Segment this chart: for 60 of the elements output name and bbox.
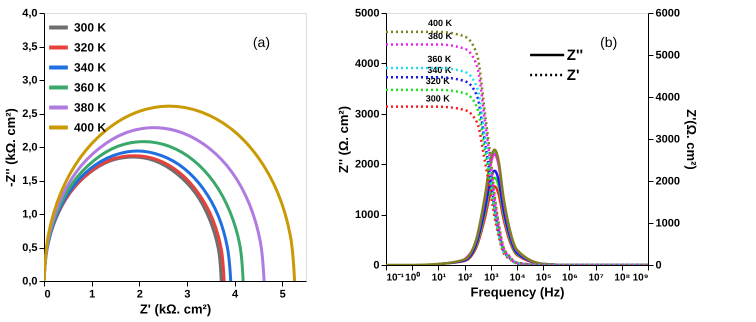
annotation: 300 K: [426, 94, 450, 104]
annotation: 360 K: [427, 54, 452, 64]
y-tick-label: 3,5: [22, 41, 38, 53]
x-tick-label: 10²: [458, 272, 473, 284]
y-tick-label: 1,0: [22, 208, 38, 220]
x-tick-label: 10⁰: [405, 272, 420, 284]
legend-label: 320 K: [74, 40, 106, 54]
x-tick-label: 1: [89, 288, 96, 300]
annotation: (a): [252, 34, 270, 50]
y-tick-label: 4000: [355, 58, 380, 70]
y-tick-label: 2,5: [22, 108, 38, 120]
y2-tick-label: 6000: [656, 8, 680, 20]
y-axis-title: Z'' (Ω. cm²): [336, 106, 352, 174]
x-axis-title: Z' (kΩ. cm²): [140, 302, 212, 316]
annotation: (b): [600, 34, 618, 50]
y-tick-label: 0: [373, 260, 380, 272]
x-tick-label: 10¹: [432, 272, 447, 284]
legend-label: 340 K: [74, 60, 106, 74]
y-tick-label: 5000: [355, 8, 380, 20]
y-tick-label: 3,0: [22, 74, 38, 86]
x-tick-label: 10⁷: [588, 272, 604, 284]
legend-label: 300 K: [74, 20, 106, 34]
annotation: 320 K: [426, 76, 450, 86]
annotation: 400 K: [428, 18, 452, 28]
x-tick-label: 10³: [484, 272, 500, 284]
x-axis-title: Frequency (Hz): [470, 284, 564, 300]
y-tick-label: 1,5: [22, 175, 38, 187]
line-series: [44, 104, 296, 281]
y-axis-title: -Z'' (kΩ. cm²): [3, 108, 18, 187]
y-tick-label: 3000: [355, 108, 380, 120]
y2-tick-label: 3000: [656, 134, 680, 146]
x-tick-label: 0: [44, 288, 51, 300]
x-tick-label: 10⁶: [562, 272, 578, 284]
y-tick-label: 0,0: [22, 276, 38, 288]
annotation: 380 K: [428, 31, 452, 42]
y-tick-label: 2000: [355, 158, 380, 171]
x-tick-label: 10⁻¹: [386, 272, 405, 284]
y2-tick-label: 4000: [656, 92, 680, 104]
x-tick-label: 2: [136, 288, 143, 300]
x-tick-label: 5: [280, 288, 286, 300]
x-tick-label: 10⁹: [632, 272, 649, 284]
y2-axis-title: Z'(Ω. cm²): [684, 109, 699, 170]
x-tick-label: 4: [232, 288, 239, 300]
y-tick-label: 4,0: [22, 8, 38, 20]
annotation: Z'': [566, 47, 584, 64]
x-tick-label: 10⁸: [614, 272, 630, 284]
y2-tick-label: 1000: [656, 218, 680, 230]
y2-tick-label: 5000: [656, 50, 680, 62]
y-tick-label: 1000: [355, 209, 380, 222]
y-tick-label: 0,5: [22, 242, 38, 254]
y2-tick-label: 2000: [656, 176, 680, 188]
x-tick-label: 10⁴: [509, 272, 526, 284]
legend-label: 380 K: [74, 100, 106, 114]
x-tick-label: 10⁵: [536, 272, 552, 284]
y2-tick-label: 0: [656, 260, 662, 272]
legend-label: 360 K: [74, 80, 106, 94]
x-tick-label: 3: [184, 288, 190, 300]
legend-label: 400 K: [74, 120, 106, 134]
y-tick-label: 2,0: [22, 142, 38, 154]
annotation: Z': [566, 67, 580, 84]
